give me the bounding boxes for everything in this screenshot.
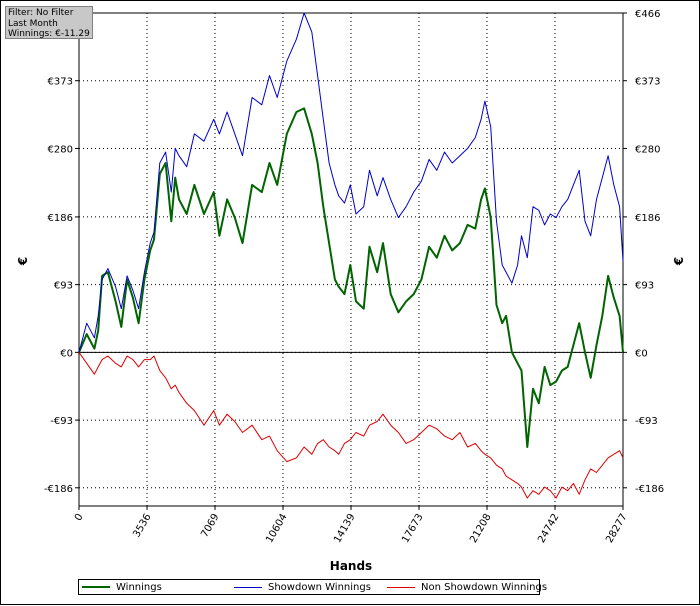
y-tick-label-right: -€186 [635,484,664,495]
y-axis-title-left: € [16,257,30,266]
series-line-showdown [78,12,624,353]
x-axis-title: Hands [330,559,372,573]
legend-label-non-showdown: Non Showdown Winnings [421,581,548,593]
y-axis-left: -€186-€93€0€93€186€280€373€466 [44,9,79,495]
legend-label-showdown: Showdown Winnings [268,581,371,593]
filter-label: Filter: No Filter [8,8,74,18]
x-tick-label: 0 [73,512,86,523]
x-axis: 0 3536 7069 10604 14139 17673 21208 24742 28277 [73,506,630,545]
y-tick-label-right: €466 [635,9,660,20]
x-tick-label: 21208 [468,512,493,545]
legend: Winnings Showdown Winnings Non Showdown … [78,579,547,595]
x-tick-label: 24742 [536,512,561,545]
y-tick-label-right: €186 [635,213,660,224]
x-tick-label: 17673 [400,512,425,545]
x-tick-label: 14139 [332,512,357,545]
y-tick-label-left: €280 [48,144,73,155]
y-axis-right: -€186 -€93 €0 €93 €186 €280 €373 €466 [623,9,664,495]
legend-swatch-winnings [82,586,110,588]
series-lines [78,12,624,499]
x-tick-label: 3536 [131,512,153,540]
legend-item-showdown: Showdown Winnings [234,580,371,594]
period-label: Last Month [8,18,58,29]
plot-area [78,12,624,507]
y-tick-label-right: €373 [635,77,660,88]
x-tick-label: 10604 [264,512,289,545]
x-tick-label: 28277 [604,512,629,545]
y-tick-label-right: €0 [635,348,648,359]
y-tick-label-left: €93 [54,281,73,292]
x-tick-label: 7069 [199,512,221,540]
y-tick-label-left: €373 [48,77,73,88]
y-tick-label-left: -€186 [44,484,73,495]
y-tick-label-right: €93 [635,281,654,292]
y-tick-label-right: -€93 [635,416,658,427]
legend-item-winnings: Winnings [82,580,162,594]
legend-swatch-non-showdown [387,586,415,588]
y-tick-label-left: €0 [60,348,73,359]
y-tick-label-right: €280 [635,144,660,155]
y-tick-label-left: -€93 [50,416,73,427]
y-tick-label-left: €186 [48,213,73,224]
series-line-winnings [78,107,624,448]
legend-label-winnings: Winnings [116,581,162,593]
y-axis-title-right: € [672,257,686,266]
filter-info-box: Filter: No Filter Last Month Winnings: €… [5,6,93,39]
winnings-total-label: Winnings: €-11.29 [8,29,90,39]
legend-item-non-showdown: Non Showdown Winnings [387,580,547,594]
series-line-non-showdown [78,352,624,499]
legend-swatch-showdown [234,586,262,588]
